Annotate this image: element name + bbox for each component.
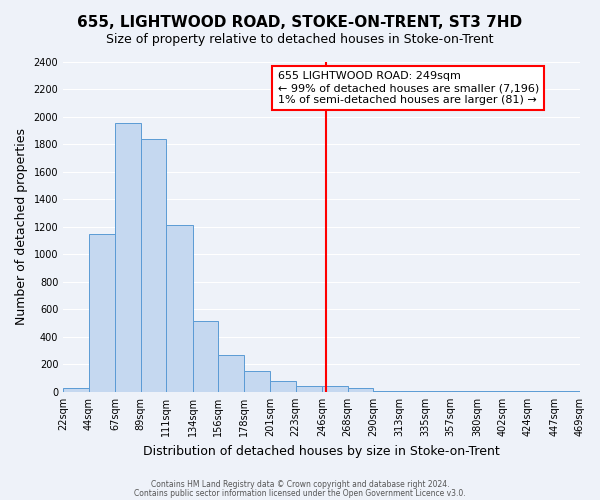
Bar [373, 390, 400, 392]
Bar [451, 391, 477, 392]
X-axis label: Distribution of detached houses by size in Stoke-on-Trent: Distribution of detached houses by size … [143, 444, 500, 458]
Bar [140, 138, 166, 392]
Bar [400, 391, 425, 392]
Bar [63, 388, 89, 392]
Bar [554, 391, 580, 392]
Bar [89, 234, 115, 392]
Bar [270, 381, 296, 392]
Bar [115, 124, 140, 392]
Bar [503, 391, 528, 392]
Bar [296, 386, 322, 392]
Text: Contains HM Land Registry data © Crown copyright and database right 2024.: Contains HM Land Registry data © Crown c… [151, 480, 449, 489]
Text: 655, LIGHTWOOD ROAD, STOKE-ON-TRENT, ST3 7HD: 655, LIGHTWOOD ROAD, STOKE-ON-TRENT, ST3… [77, 15, 523, 30]
Text: Size of property relative to detached houses in Stoke-on-Trent: Size of property relative to detached ho… [106, 32, 494, 46]
Bar [477, 391, 503, 392]
Text: Contains public sector information licensed under the Open Government Licence v3: Contains public sector information licen… [134, 488, 466, 498]
Bar [322, 386, 347, 392]
Bar [166, 224, 193, 392]
Bar [425, 391, 451, 392]
Text: 655 LIGHTWOOD ROAD: 249sqm
← 99% of detached houses are smaller (7,196)
1% of se: 655 LIGHTWOOD ROAD: 249sqm ← 99% of deta… [278, 72, 539, 104]
Bar [193, 321, 218, 392]
Bar [347, 388, 373, 392]
Bar [244, 372, 270, 392]
Bar [528, 391, 554, 392]
Bar [218, 356, 244, 392]
Y-axis label: Number of detached properties: Number of detached properties [15, 128, 28, 325]
